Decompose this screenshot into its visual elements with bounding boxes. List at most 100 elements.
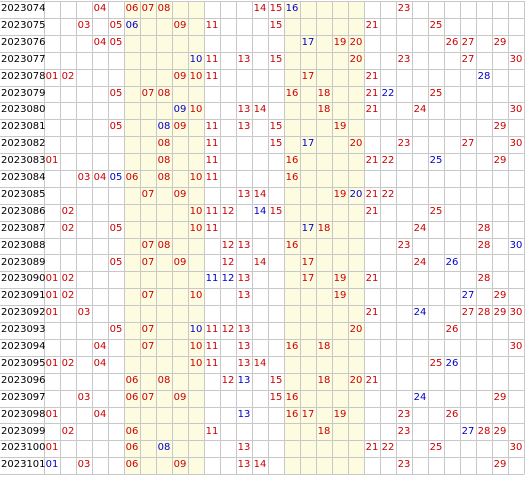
red-number: 08 [157, 374, 171, 386]
red-number: 10 [189, 70, 203, 82]
issue-number: 2023100 [1, 442, 46, 454]
red-number: 21 [365, 442, 379, 454]
red-number: 04 [93, 172, 107, 183]
issue-number: 2023081 [1, 121, 46, 133]
red-number: 14 [253, 3, 267, 14]
red-number: 10 [189, 104, 203, 116]
red-number: 01 [45, 273, 59, 285]
red-number: 10 [189, 357, 203, 369]
highlight-band-2 [284, 1, 364, 475]
red-number: 09 [173, 256, 187, 268]
red-number: 09 [173, 19, 187, 31]
red-number: 15 [269, 391, 283, 403]
red-number: 11 [205, 357, 219, 369]
red-number: 03 [77, 307, 91, 319]
red-number: 19 [333, 121, 347, 133]
red-number: 25 [429, 442, 443, 454]
red-number: 15 [269, 138, 283, 150]
red-number: 13 [237, 290, 251, 302]
red-number: 18 [317, 374, 331, 386]
red-number: 13 [237, 188, 251, 200]
red-number: 01 [45, 290, 59, 302]
red-number: 10 [189, 341, 203, 352]
red-number: 15 [269, 19, 283, 31]
red-number: 08 [157, 239, 171, 251]
red-number: 23 [397, 3, 411, 14]
issue-number: 2023095 [1, 357, 46, 369]
red-number: 07 [141, 239, 155, 251]
blue-number: 12 [221, 273, 235, 285]
red-number: 07 [141, 188, 155, 200]
red-number: 30 [509, 307, 523, 319]
red-number: 16 [285, 239, 299, 251]
red-number: 21 [365, 155, 379, 167]
red-number: 29 [493, 391, 507, 403]
red-number: 11 [205, 341, 219, 352]
red-number: 07 [141, 391, 155, 403]
red-number: 11 [205, 425, 219, 437]
red-number: 23 [397, 408, 411, 420]
red-number: 11 [205, 324, 219, 336]
blue-number: 17 [301, 36, 315, 48]
red-number: 09 [173, 188, 187, 200]
red-number: 21 [365, 273, 379, 285]
blue-number: 25 [429, 155, 443, 167]
blue-number: 06 [125, 19, 139, 31]
red-number: 23 [397, 53, 411, 65]
red-number: 22 [381, 155, 395, 167]
red-number: 13 [237, 239, 251, 251]
blue-number: 13 [237, 374, 251, 386]
red-number: 22 [381, 442, 395, 454]
red-number: 03 [77, 391, 91, 403]
red-number: 02 [61, 273, 75, 285]
red-number: 21 [365, 19, 379, 31]
red-number: 17 [301, 256, 315, 268]
red-number: 19 [333, 188, 347, 200]
red-number: 16 [285, 172, 299, 183]
red-number: 25 [429, 357, 443, 369]
issue-number: 2023093 [1, 324, 46, 336]
red-number: 20 [349, 36, 363, 48]
red-number: 19 [333, 408, 347, 420]
red-number: 27 [461, 307, 475, 319]
red-number: 06 [125, 3, 139, 14]
blue-number: 01 [45, 459, 59, 471]
issue-number: 2023074 [1, 3, 46, 14]
red-number: 01 [45, 155, 59, 167]
red-number: 04 [93, 408, 107, 420]
blue-number: 08 [157, 121, 171, 133]
red-number: 28 [477, 239, 491, 251]
issue-number: 2023097 [1, 391, 46, 403]
red-number: 06 [125, 425, 139, 437]
red-number: 11 [205, 121, 219, 133]
red-number: 13 [237, 121, 251, 133]
red-number: 15 [269, 121, 283, 133]
red-number: 01 [45, 70, 59, 82]
red-number: 20 [349, 138, 363, 150]
issue-number: 2023078 [1, 70, 46, 82]
highlight-band-1 [124, 1, 204, 475]
red-number: 19 [333, 273, 347, 285]
red-number: 21 [365, 70, 379, 82]
issue-number: 2023075 [1, 19, 46, 31]
red-number: 19 [333, 36, 347, 48]
red-number: 15 [269, 374, 283, 386]
red-number: 10 [189, 172, 203, 183]
red-number: 12 [221, 239, 235, 251]
red-number: 07 [141, 256, 155, 268]
red-number: 04 [93, 3, 107, 14]
red-number: 09 [173, 121, 187, 133]
red-number: 18 [317, 425, 331, 437]
red-number: 21 [365, 205, 379, 217]
red-number: 30 [509, 138, 523, 150]
issue-number: 2023099 [1, 425, 46, 437]
red-number: 24 [413, 256, 427, 268]
red-number: 14 [253, 104, 267, 116]
red-number: 26 [445, 324, 459, 336]
red-number: 02 [61, 222, 75, 234]
red-number: 05 [109, 121, 123, 133]
red-number: 21 [365, 188, 379, 200]
red-number: 17 [301, 70, 315, 82]
red-number: 05 [109, 256, 123, 268]
red-number: 06 [125, 391, 139, 403]
